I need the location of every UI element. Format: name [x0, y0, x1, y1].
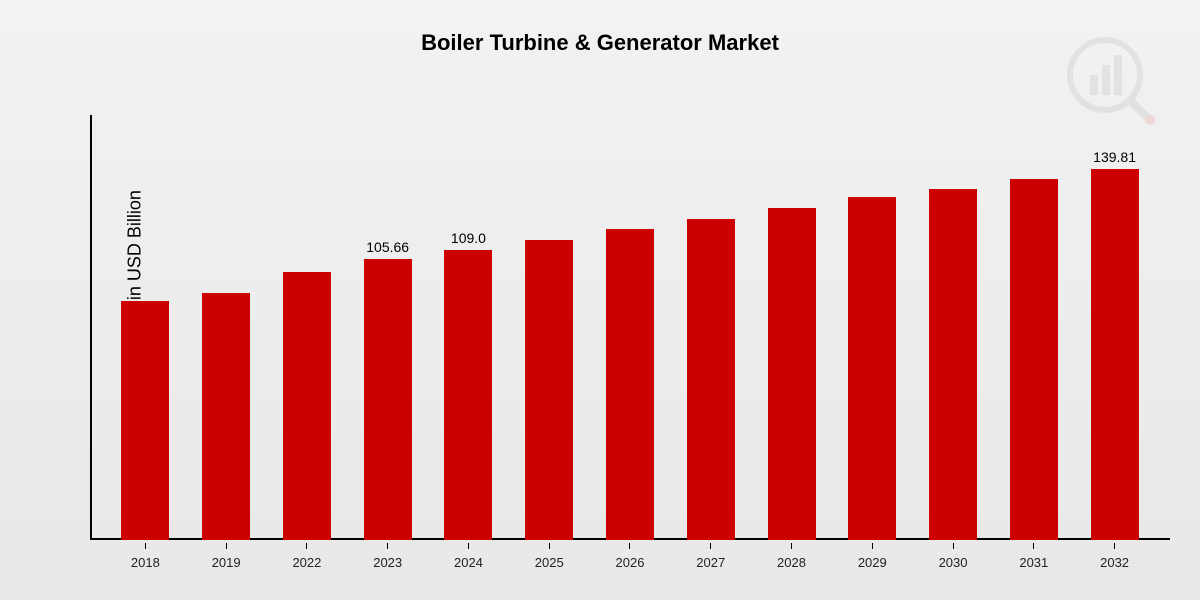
- bar-slot: [993, 115, 1074, 540]
- bar-slot: [832, 115, 913, 540]
- x-label-slot: 2019: [186, 543, 267, 570]
- bar-slot: [186, 115, 267, 540]
- bar-rect: [687, 219, 735, 540]
- bar-rect: [202, 293, 250, 540]
- x-axis-category: 2028: [751, 555, 832, 570]
- x-label-slot: 2018: [105, 543, 186, 570]
- x-tick: [710, 543, 711, 549]
- bar-slot: [751, 115, 832, 540]
- x-tick: [387, 543, 388, 549]
- x-label-slot: 2029: [832, 543, 913, 570]
- x-axis-category: 2030: [913, 555, 994, 570]
- x-axis-category: 2029: [832, 555, 913, 570]
- chart-title: Boiler Turbine & Generator Market: [0, 30, 1200, 56]
- bar-rect: [283, 272, 331, 540]
- x-axis-category: 2032: [1074, 555, 1155, 570]
- bar-rect: [929, 189, 977, 540]
- bar-slot: 139.81: [1074, 115, 1155, 540]
- x-tick: [1114, 543, 1115, 549]
- x-label-slot: 2023: [347, 543, 428, 570]
- bar-value-label: 139.81: [1093, 149, 1136, 165]
- bar-slot: [913, 115, 994, 540]
- bar-rect: [848, 197, 896, 540]
- bar-rect: [606, 229, 654, 540]
- bar-slot: 105.66: [347, 115, 428, 540]
- x-label-slot: 2031: [993, 543, 1074, 570]
- bars-group: 105.66 109.0 139.81: [90, 115, 1170, 540]
- x-axis-category: 2019: [186, 555, 267, 570]
- x-axis-category: 2024: [428, 555, 509, 570]
- x-label-slot: 2022: [267, 543, 348, 570]
- bar-slot: 109.0: [428, 115, 509, 540]
- bar-value-label: 109.0: [451, 230, 486, 246]
- x-label-slot: 2032: [1074, 543, 1155, 570]
- bar-value-label: 105.66: [366, 239, 409, 255]
- chart-container: Boiler Turbine & Generator Market Market…: [0, 0, 1200, 600]
- x-tick: [872, 543, 873, 549]
- bar-slot: [590, 115, 671, 540]
- x-label-slot: 2027: [670, 543, 751, 570]
- bar-rect: [364, 259, 412, 540]
- x-tick: [145, 543, 146, 549]
- bar-rect: [525, 240, 573, 540]
- x-axis-category: 2022: [267, 555, 348, 570]
- plot-area: 105.66 109.0 139.81: [90, 115, 1170, 540]
- x-axis-category: 2026: [590, 555, 671, 570]
- bar-rect: [444, 250, 492, 540]
- x-tick: [549, 543, 550, 549]
- x-axis-category: 2018: [105, 555, 186, 570]
- bar-rect: [768, 208, 816, 540]
- x-axis-category: 2027: [670, 555, 751, 570]
- x-label-slot: 2028: [751, 543, 832, 570]
- x-tick: [791, 543, 792, 549]
- bar-slot: [267, 115, 348, 540]
- x-label-slot: 2030: [913, 543, 994, 570]
- x-tick: [306, 543, 307, 549]
- bar-rect: [1091, 169, 1139, 540]
- x-tick: [226, 543, 227, 549]
- x-label-slot: 2025: [509, 543, 590, 570]
- x-tick: [468, 543, 469, 549]
- x-axis-category: 2031: [993, 555, 1074, 570]
- x-axis-category: 2025: [509, 555, 590, 570]
- x-tick: [629, 543, 630, 549]
- x-axis-category: 2023: [347, 555, 428, 570]
- x-tick: [953, 543, 954, 549]
- x-label-slot: 2026: [590, 543, 671, 570]
- bar-rect: [121, 301, 169, 540]
- x-tick: [1033, 543, 1034, 549]
- bar-slot: [105, 115, 186, 540]
- bar-slot: [670, 115, 751, 540]
- bar-slot: [509, 115, 590, 540]
- x-label-slot: 2024: [428, 543, 509, 570]
- x-axis-labels: 2018201920222023202420252026202720282029…: [90, 543, 1170, 570]
- bar-rect: [1010, 179, 1058, 540]
